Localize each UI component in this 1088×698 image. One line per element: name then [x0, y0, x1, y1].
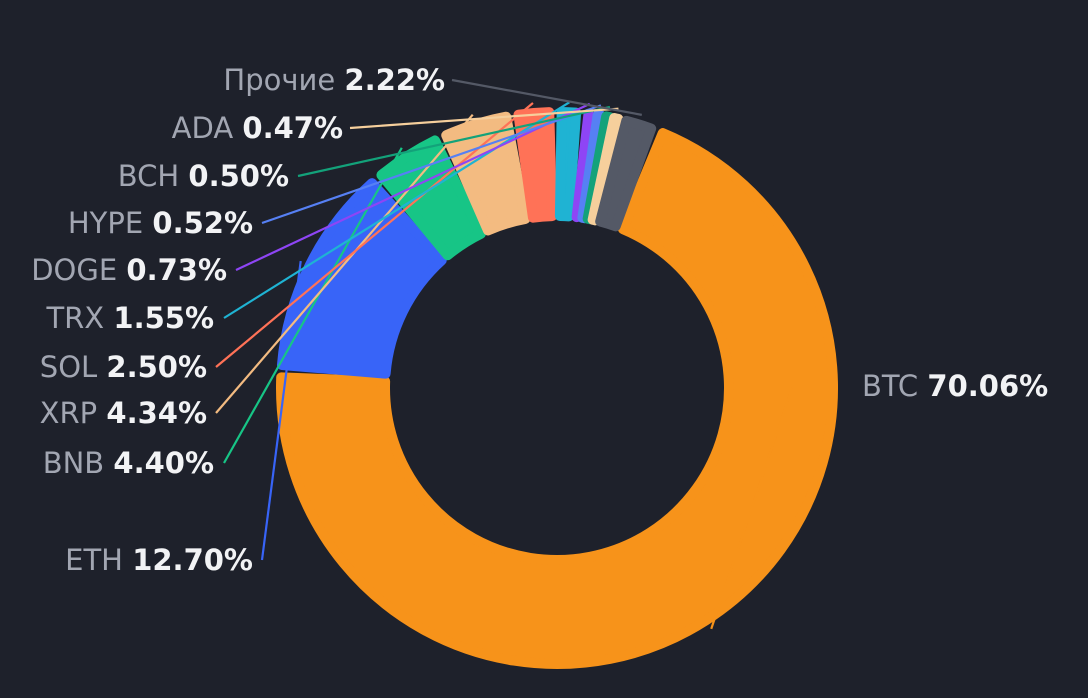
slice-btc[interactable] — [276, 128, 838, 669]
slice-label-name: BTC — [862, 369, 927, 403]
slice-label-value: 1.55% — [113, 301, 214, 335]
slice-label-doge: DOGE 0.73% — [31, 253, 227, 287]
leader-line-bnb — [223, 147, 403, 464]
slice-eth[interactable] — [276, 178, 447, 379]
slice-label-value: 0.52% — [152, 206, 253, 240]
slice-label-xrp: XRP 4.34% — [40, 396, 207, 430]
leader-line-btc — [710, 387, 794, 630]
slice-label-value: 4.34% — [106, 396, 207, 430]
slice-label-hype: HYPE 0.52% — [68, 206, 253, 240]
slice-label-value: 2.22% — [344, 63, 445, 97]
slice-label-value: 2.50% — [106, 350, 207, 384]
slice-label-name: HYPE — [68, 206, 153, 240]
slice-label-bch: BCH 0.50% — [118, 159, 289, 193]
slice-ada[interactable] — [587, 112, 624, 226]
leader-line-bch — [297, 105, 611, 178]
slice-label-sol: SOL 2.50% — [40, 350, 207, 384]
leader-line-doge — [235, 102, 591, 271]
slice-label-bnb: BNB 4.40% — [43, 446, 214, 480]
slice-doge[interactable] — [571, 108, 594, 223]
slice-label-value: 4.40% — [113, 446, 214, 480]
slice-прочие[interactable] — [595, 115, 657, 232]
slice-label-value: 0.47% — [242, 111, 343, 145]
slice-label-name: BCH — [118, 159, 189, 193]
slice-label-name: BNB — [43, 446, 114, 480]
slice-sol[interactable] — [513, 107, 558, 223]
slice-label-name: XRP — [40, 396, 107, 430]
slice-label-name: ETH — [65, 543, 132, 577]
slice-label-name: ADA — [172, 111, 243, 145]
slice-label-value: 0.50% — [188, 159, 289, 193]
slice-label-name: DOGE — [31, 253, 126, 287]
leader-line-eth — [260, 260, 302, 561]
slice-label-eth: ETH 12.70% — [65, 543, 253, 577]
slice-label-trx: TRX 1.55% — [45, 301, 214, 335]
slice-bnb[interactable] — [376, 135, 486, 261]
slice-label-ada: ADA 0.47% — [172, 111, 343, 145]
leader-line-trx — [223, 101, 570, 319]
leader-line-прочие — [451, 78, 643, 116]
leader-line-hype — [261, 104, 602, 225]
slice-label-value: 0.73% — [126, 253, 227, 287]
slice-label-value: 12.70% — [132, 543, 253, 577]
leader-line-ada — [349, 107, 619, 130]
slice-label-name: SOL — [40, 350, 107, 384]
slice-label-btc: BTC 70.06% — [862, 369, 1048, 403]
slice-label-name: Прочие — [223, 63, 344, 97]
slice-xrp[interactable] — [441, 111, 531, 236]
slice-label-прочие: Прочие 2.22% — [223, 63, 445, 97]
slice-label-value: 70.06% — [927, 369, 1048, 403]
slice-label-name: TRX — [45, 301, 113, 335]
